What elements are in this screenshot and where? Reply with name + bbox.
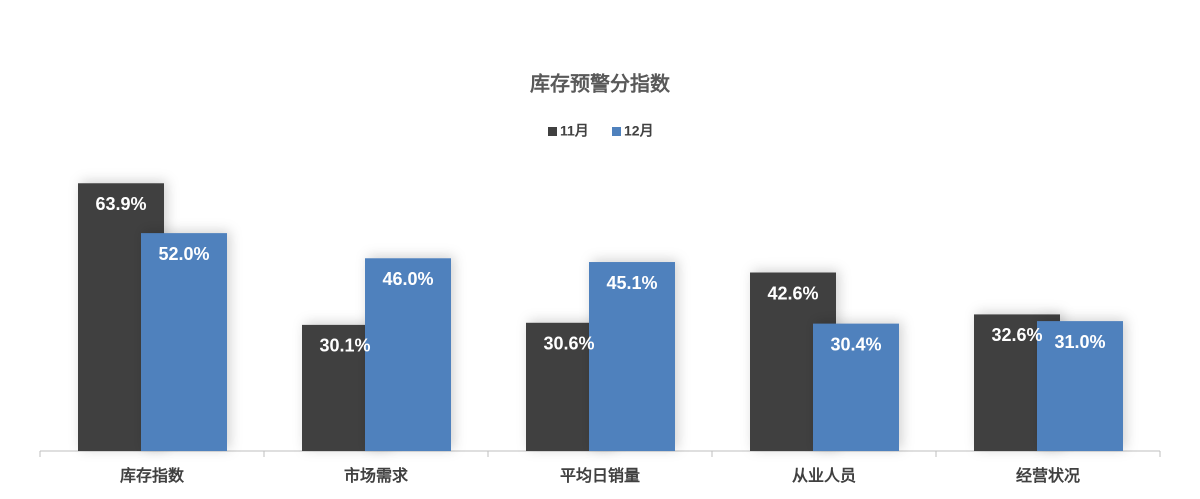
- value-label: 63.9%: [95, 194, 146, 214]
- legend-swatch: [548, 127, 557, 136]
- x-tick-label: 从业人员: [792, 467, 856, 485]
- legend-label: 12月: [624, 123, 654, 139]
- value-label: 46.0%: [382, 269, 433, 289]
- bar: [589, 262, 675, 451]
- value-label: 30.6%: [543, 334, 594, 354]
- value-label: 30.4%: [830, 334, 881, 354]
- value-label: 45.1%: [606, 273, 657, 293]
- value-label: 42.6%: [767, 283, 818, 303]
- x-tick-label: 平均日销量: [560, 466, 640, 485]
- bar: [1037, 321, 1123, 451]
- legend-swatch: [612, 127, 621, 136]
- value-label: 30.1%: [319, 336, 370, 356]
- bar: [813, 323, 899, 451]
- legend-label: 11月: [560, 123, 589, 139]
- value-label: 31.0%: [1054, 332, 1105, 352]
- x-tick-label: 库存指数: [120, 466, 185, 485]
- value-label: 52.0%: [158, 244, 209, 264]
- value-label: 32.6%: [991, 325, 1042, 345]
- x-tick-label: 市场需求: [344, 466, 409, 485]
- bar: [141, 233, 227, 451]
- x-tick-label: 经营状况: [1016, 466, 1080, 485]
- bar: [365, 258, 451, 451]
- chart-title: 库存预警分指数: [530, 71, 671, 95]
